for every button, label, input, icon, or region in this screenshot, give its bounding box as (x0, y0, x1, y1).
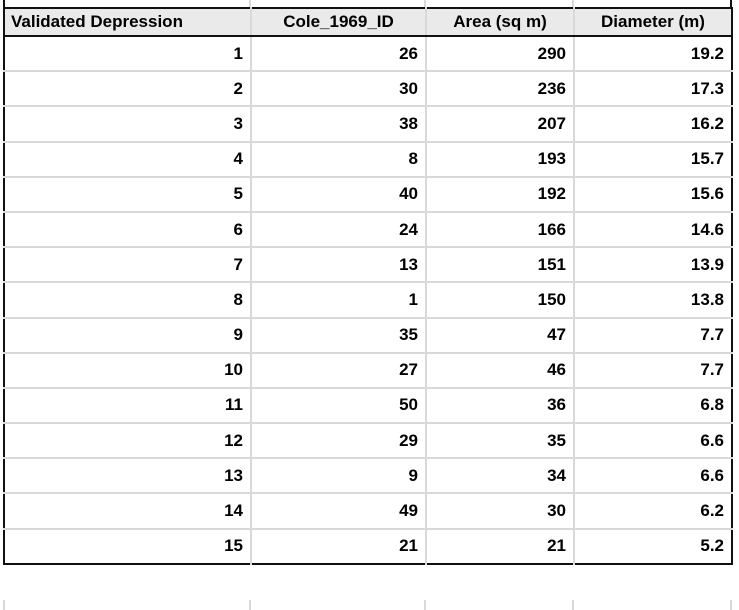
table-cell: 35 (250, 316, 426, 353)
table-cell: 5 (4, 175, 251, 212)
grid-line-fragment (730, 0, 732, 7)
table-cell: 29 (250, 422, 426, 459)
table-row: 13 9 34 6.6 (4, 457, 732, 494)
table-row: 5 40 192 15.6 (4, 175, 732, 212)
table-cell: 151 (425, 246, 574, 283)
table-cell: 7 (4, 246, 251, 283)
table-cell: 207 (425, 105, 574, 142)
table-cell: 236 (425, 70, 574, 107)
table-cell: 3 (4, 105, 251, 142)
depression-data-table: Validated Depression Cole_1969_ID Area (… (3, 7, 733, 565)
table-cell: 6.6 (573, 422, 732, 459)
grid-line-fragment (424, 0, 426, 7)
table-cell: 35 (425, 422, 574, 459)
table-cell: 8 (4, 281, 251, 318)
table-cell: 8 (250, 140, 426, 177)
table-cell: 47 (425, 316, 574, 353)
table-row: 1 26 290 19.2 (4, 34, 732, 72)
table-row: 9 35 47 7.7 (4, 316, 732, 353)
table-cell: 17.3 (573, 70, 732, 107)
col-header-cole-1969-id: Cole_1969_ID (250, 8, 426, 37)
grid-line-fragment (572, 600, 574, 610)
table-cell: 13.9 (573, 246, 732, 283)
table-row: 14 49 30 6.2 (4, 492, 732, 529)
col-header-diameter-m: Diameter (m) (573, 8, 732, 37)
table-cell: 46 (425, 351, 574, 388)
table-cell: 21 (425, 527, 574, 564)
table-cell: 10 (4, 351, 251, 388)
table-row: 4 8 193 15.7 (4, 140, 732, 177)
table-cell: 30 (425, 492, 574, 529)
table-cell: 5.2 (573, 527, 732, 564)
table-cell: 34 (425, 457, 574, 494)
table-cell: 14 (4, 492, 251, 529)
table-cell: 50 (250, 386, 426, 424)
table-row: 12 29 35 6.6 (4, 422, 732, 459)
table-row: 2 30 236 17.3 (4, 70, 732, 107)
grid-line-fragment (3, 0, 5, 7)
table-cell: 26 (250, 34, 426, 72)
table-row: 6 24 166 14.6 (4, 210, 732, 248)
table-cell: 13 (250, 246, 426, 283)
table-row: 10 27 46 7.7 (4, 351, 732, 388)
table-cell: 1 (4, 34, 251, 72)
table-cell: 166 (425, 210, 574, 248)
grid-line-fragment (424, 600, 426, 610)
table-cell: 40 (250, 175, 426, 212)
table-cell: 6.2 (573, 492, 732, 529)
table-cell: 16.2 (573, 105, 732, 142)
table-cell: 193 (425, 140, 574, 177)
table-cell: 36 (425, 386, 574, 424)
table-row: 3 38 207 16.2 (4, 105, 732, 142)
table-cell: 15.6 (573, 175, 732, 212)
header-row: Validated Depression Cole_1969_ID Area (… (4, 8, 732, 37)
table-cell: 7.7 (573, 351, 732, 388)
table-cell: 14.6 (573, 210, 732, 248)
table-cell: 4 (4, 140, 251, 177)
table-cell: 2 (4, 70, 251, 107)
table-cell: 27 (250, 351, 426, 388)
grid-line-fragment (3, 600, 5, 610)
table-cell: 9 (4, 316, 251, 353)
table-cell: 9 (250, 457, 426, 494)
table-cell: 11 (4, 386, 251, 424)
col-header-validated-depression: Validated Depression (4, 8, 251, 37)
table-cell: 192 (425, 175, 574, 212)
table-cell: 13 (4, 457, 251, 494)
table-cell: 7.7 (573, 316, 732, 353)
col-header-area-sq-m: Area (sq m) (425, 8, 574, 37)
table-row: 15 21 21 5.2 (4, 527, 732, 564)
table-cell: 6 (4, 210, 251, 248)
table-body: 1 26 290 19.2 2 30 236 17.3 3 38 207 16.2 4 8 193 15.7 5… (4, 34, 732, 564)
table-cell: 1 (250, 281, 426, 318)
table-cell: 15 (4, 527, 251, 564)
grid-line-fragment (572, 0, 574, 7)
table-cell: 24 (250, 210, 426, 248)
table-cell: 19.2 (573, 34, 732, 72)
grid-line-fragment (249, 0, 251, 7)
table-cell: 290 (425, 34, 574, 72)
table-cell: 38 (250, 105, 426, 142)
table-cell: 6.6 (573, 457, 732, 494)
table-cell: 30 (250, 70, 426, 107)
table-cell: 150 (425, 281, 574, 318)
table-cell: 49 (250, 492, 426, 529)
table-cell: 21 (250, 527, 426, 564)
table-row: 8 1 150 13.8 (4, 281, 732, 318)
grid-line-fragment (249, 600, 251, 610)
table-cell: 15.7 (573, 140, 732, 177)
table-cell: 12 (4, 422, 251, 459)
table-row: 11 50 36 6.8 (4, 386, 732, 424)
table-row: 7 13 151 13.9 (4, 246, 732, 283)
table-cell: 13.8 (573, 281, 732, 318)
grid-line-fragment (730, 600, 732, 610)
table-cell: 6.8 (573, 386, 732, 424)
